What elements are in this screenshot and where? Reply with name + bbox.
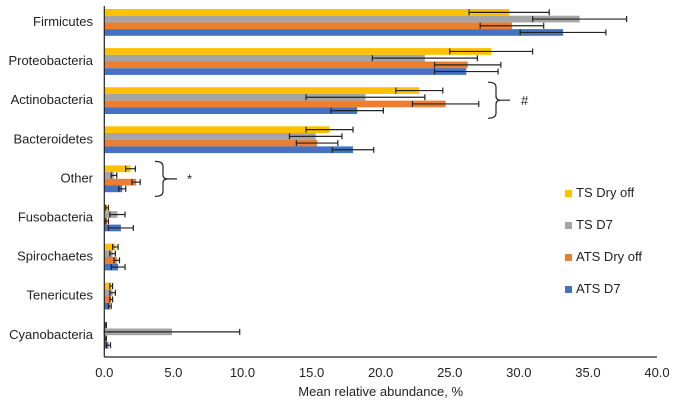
legend-swatch (565, 286, 572, 293)
x-axis-title: Mean relative abundance, % (298, 384, 463, 399)
bar-ts-d7 (104, 172, 114, 179)
bar-ts-dry-off (104, 9, 510, 16)
bar-ats-d7 (104, 146, 354, 154)
x-tick-label: 0.0 (95, 365, 113, 380)
legend-label: ATS D7 (576, 281, 621, 296)
bar-ts-d7 (104, 15, 580, 23)
x-tick-label: 10.0 (230, 365, 255, 380)
bar-ats-d7 (104, 107, 358, 114)
significance-marker: # (521, 93, 529, 108)
bar-ats-dry-off (104, 61, 468, 69)
significance-marker: * (187, 171, 192, 186)
x-tick-label: 30.0 (506, 365, 531, 380)
bar-ats-d7 (104, 185, 123, 193)
bar-ts-dry-off (104, 282, 112, 290)
bar-ts-d7 (104, 250, 113, 257)
category-label: Proteobacteria (8, 53, 93, 68)
legend-swatch (565, 222, 572, 229)
legend-label: ATS Dry off (576, 249, 642, 264)
category-label: Firmicutes (33, 14, 93, 29)
category-label: Bacteroidetes (14, 131, 94, 146)
category-label: Actinobacteria (11, 92, 94, 107)
bar-ts-d7 (104, 93, 366, 101)
bar-ats-d7 (104, 68, 467, 75)
category-label: Cyanobacteria (9, 327, 94, 342)
bar-ts-d7 (104, 54, 425, 62)
bar-ats-d7 (104, 302, 110, 310)
significance-bracket (487, 81, 510, 119)
bar-ats-dry-off (104, 257, 117, 264)
bar-ats-dry-off (104, 178, 137, 186)
x-tick-label: 20.0 (368, 365, 393, 380)
bar-ts-dry-off (104, 48, 492, 55)
legend-swatch (565, 190, 572, 197)
category-label: Spirochaetes (17, 249, 93, 264)
legend-label: TS Dry off (576, 185, 635, 200)
legend-label: TS D7 (576, 217, 613, 232)
bar-ts-d7 (104, 133, 316, 140)
bar-ats-dry-off (104, 22, 512, 30)
x-tick-label: 25.0 (437, 365, 462, 380)
bar-ats-dry-off (104, 296, 112, 303)
category-label: Tenericutes (27, 288, 94, 303)
bar-ts-dry-off (104, 165, 131, 173)
category-label: Fusobacteria (18, 210, 94, 225)
bar-ts-dry-off (104, 87, 420, 94)
x-tick-label: 35.0 (575, 365, 600, 380)
bar-ts-dry-off (104, 243, 116, 251)
bar-ts-dry-off (104, 126, 330, 133)
significance-bracket (154, 160, 177, 197)
category-label: Other (60, 170, 93, 185)
bar-ats-d7 (104, 29, 564, 36)
bar-ats-dry-off (104, 100, 446, 108)
bar-ts-d7 (104, 289, 113, 297)
x-tick-label: 15.0 (299, 365, 324, 380)
x-tick-label: 40.0 (644, 365, 669, 380)
bar-ats-dry-off (104, 139, 318, 147)
legend-swatch (565, 254, 572, 261)
x-tick-label: 5.0 (164, 365, 182, 380)
